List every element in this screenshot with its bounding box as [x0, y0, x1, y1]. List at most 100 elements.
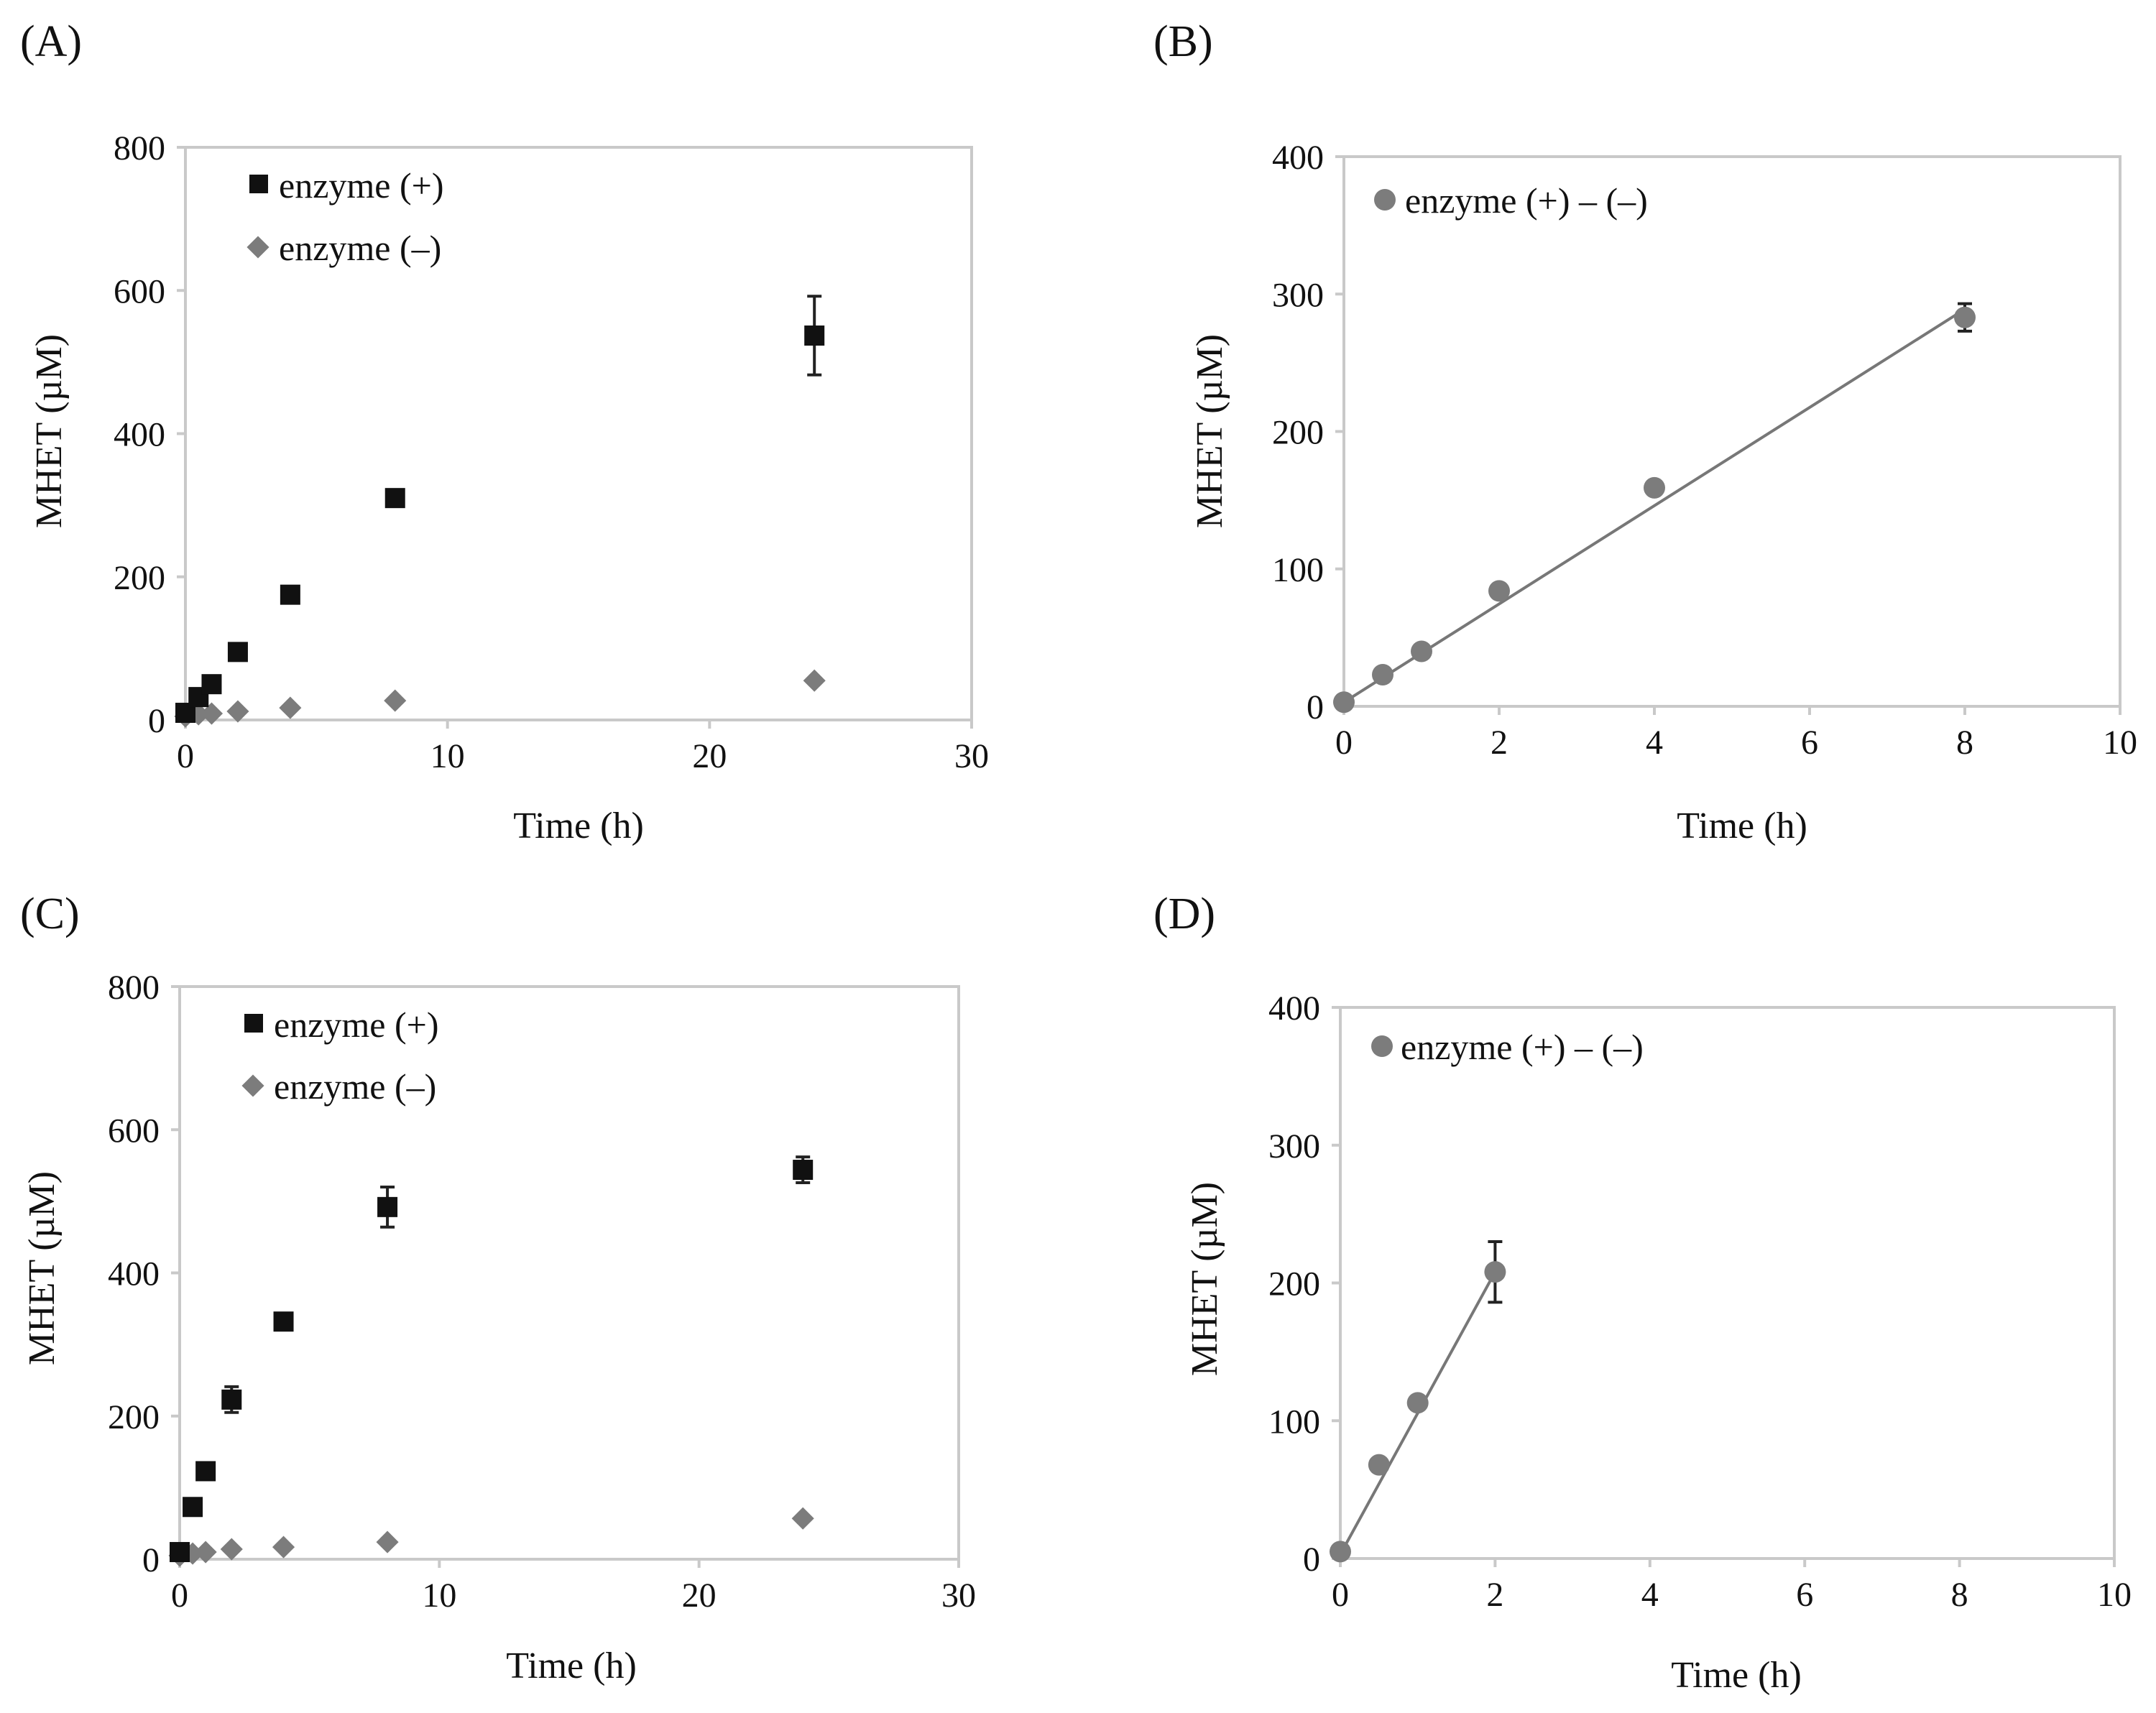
panel-d-y-tick-label: 300	[1268, 1127, 1320, 1165]
panel-a-enzyme-minus-point	[279, 696, 302, 719]
panel-d-y-tick-label: 100	[1268, 1403, 1320, 1441]
panel-a-y-tick-label: 0	[148, 702, 165, 740]
panel-a-legend-marker-1	[249, 175, 268, 193]
panel-b-difference-point	[1488, 580, 1510, 602]
panel-a-y-tick-label: 800	[114, 129, 165, 167]
panel-a-legend: enzyme (+) enzyme (–)	[247, 165, 443, 268]
panel-c-y-tick-label: 400	[108, 1255, 160, 1293]
panel-b-difference-point	[1644, 476, 1665, 499]
panel-c-y-tick-label: 200	[108, 1398, 160, 1436]
panel-c-enzyme-minus-point	[194, 1541, 217, 1564]
panel-c-enzyme-minus-point	[376, 1530, 399, 1553]
panel-d-plot-frame	[1339, 1006, 2116, 1560]
panel-c-y-tick-label: 600	[108, 1112, 160, 1150]
panel-b-difference-point	[1372, 664, 1393, 686]
panel-d-y-tick-label: 400	[1268, 989, 1320, 1028]
panel-c-enzyme-plus-point	[793, 1160, 814, 1181]
panel-c-legend-label-1: enzyme (+)	[274, 1005, 438, 1045]
panel-a-legend-label-1: enzyme (+)	[279, 165, 443, 206]
panel-a-enzyme-minus-point	[200, 702, 224, 725]
panel-a-enzyme-minus-point	[803, 669, 826, 692]
panel-a-enzyme-minus-point	[384, 689, 407, 712]
panel-a-enzyme-plus-point	[804, 325, 825, 346]
panel-c-x-tick-label: 20	[682, 1576, 717, 1615]
panel-c-enzyme-plus-point	[195, 1461, 216, 1482]
panel-d-legend-label: enzyme (+) – (–)	[1401, 1027, 1644, 1067]
panel-d-y-tick-label: 0	[1303, 1541, 1320, 1579]
panel-b-ylabel: MHET (µM)	[1189, 334, 1230, 528]
panel-d-x-tick-label: 8	[1951, 1576, 1968, 1614]
panel-d-difference-point	[1406, 1392, 1429, 1414]
panel-b-difference-point	[1954, 306, 1976, 328]
panel-c: (C) 0 10 20 30 0 200 400 600 800 Time (h) MHET (…	[20, 890, 976, 1686]
panel-c-y-tick-label: 800	[108, 969, 160, 1007]
panel-b-y-tick-label: 200	[1272, 414, 1324, 452]
panel-a-ylabel: MHET (µM)	[29, 334, 70, 528]
panel-d-y-tick-label: 200	[1268, 1265, 1320, 1303]
panel-c-legend-marker-2	[241, 1074, 264, 1097]
panel-a-x-tick-label: 20	[692, 737, 727, 775]
panel-b-xlabel: Time (h)	[1677, 805, 1807, 846]
panel-c-legend: enzyme (+) enzyme (–)	[241, 1005, 438, 1107]
panel-b-x-tick-label: 0	[1335, 724, 1353, 762]
panel-b-x-tick-label: 8	[1956, 724, 1973, 762]
panel-c-enzyme-minus-point	[791, 1507, 814, 1530]
panel-c-legend-marker-1	[244, 1014, 263, 1033]
panel-a-x-tick-label: 0	[177, 737, 194, 775]
panel-b-legend: enzyme (+) – (–)	[1374, 180, 1648, 221]
panel-a-y-tick-label: 400	[114, 416, 165, 454]
panel-d-label: (D)	[1153, 890, 1215, 938]
panel-c-x-tick-label: 30	[941, 1576, 976, 1615]
panel-a-xlabel: Time (h)	[513, 805, 644, 846]
panel-c-ylabel: MHET (µM)	[22, 1171, 63, 1365]
panel-b-y-tick-label: 100	[1272, 551, 1324, 589]
panel-c-x-tick-label: 0	[171, 1576, 188, 1615]
panel-d-difference-point	[1330, 1541, 1351, 1563]
panel-b-x-tick-label: 2	[1491, 724, 1508, 762]
panel-a-x-tick-label: 10	[430, 737, 465, 775]
panel-b-plot-frame	[1342, 155, 2122, 708]
panel-d-x-tick-label: 2	[1486, 1576, 1503, 1614]
panel-a-y-tick-label: 600	[114, 272, 165, 310]
panel-c-enzyme-minus-point	[220, 1538, 243, 1561]
panel-c-enzyme-plus-point	[183, 1497, 203, 1518]
panel-c-enzyme-plus-point	[273, 1311, 294, 1332]
panel-b-legend-marker	[1374, 189, 1396, 211]
panel-a-enzyme-plus-point	[227, 642, 248, 662]
panel-c-xlabel: Time (h)	[506, 1645, 637, 1686]
panel-c-enzyme-plus-point	[170, 1542, 190, 1563]
panel-a-label: (A)	[20, 17, 82, 66]
panel-b-x-tick-label: 4	[1646, 724, 1663, 762]
panel-a-legend-marker-2	[247, 236, 270, 259]
panel-b-label: (B)	[1153, 17, 1213, 66]
panel-a-enzyme-plus-point	[201, 674, 222, 695]
panel-c-label: (C)	[20, 890, 80, 938]
panel-d-x-tick-label: 10	[2097, 1576, 2132, 1614]
panel-b-y-tick-label: 0	[1307, 688, 1324, 726]
panel-b-fit-line	[1342, 308, 1966, 703]
panel-d-legend: enzyme (+) – (–)	[1371, 1027, 1644, 1067]
panel-b-x-tick-label: 6	[1801, 724, 1818, 762]
panel-c-enzyme-plus-point	[377, 1196, 398, 1217]
panel-a-y-tick-label: 200	[114, 559, 165, 597]
panel-b-y-tick-label: 400	[1272, 139, 1324, 177]
panel-c-y-tick-label: 0	[142, 1541, 160, 1579]
panel-c-enzyme-plus-point	[221, 1389, 242, 1410]
panel-c-enzyme-minus-point	[272, 1536, 295, 1559]
panel-b-x-tick-label: 10	[2103, 724, 2137, 762]
panel-d-x-tick-label: 0	[1332, 1576, 1349, 1614]
panel-b-difference-point	[1411, 640, 1432, 662]
panel-a-enzyme-plus-point	[280, 584, 300, 605]
panel-c-x-tick-label: 10	[422, 1576, 456, 1615]
panel-b-legend-label: enzyme (+) – (–)	[1405, 180, 1648, 221]
panel-a-plot: 0 10 20 30 0 200 400 600 800	[114, 129, 989, 775]
panel-a-x-tick-label: 30	[954, 737, 989, 775]
panel-d-legend-marker	[1371, 1035, 1393, 1057]
panel-d-difference-point	[1484, 1261, 1506, 1283]
panel-a-legend-label-2: enzyme (–)	[279, 228, 441, 268]
